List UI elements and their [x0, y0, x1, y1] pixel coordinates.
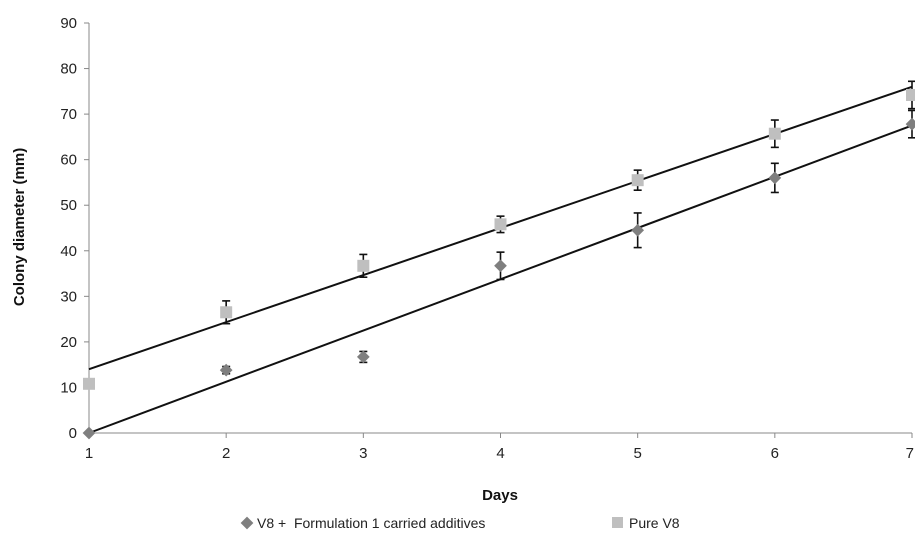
legend-marker-pure-v8: [612, 517, 623, 528]
legend-label-v8-formulation: V8 + Formulation 1 carried additives: [257, 515, 485, 531]
data-point-pure-v8: [357, 259, 370, 272]
x-tick-label: 1: [85, 445, 93, 462]
x-tick-label: 6: [771, 445, 779, 462]
x-tick-label: 4: [496, 445, 504, 462]
y-tick-label: 80: [60, 61, 77, 78]
data-point-pure-v8: [83, 377, 95, 390]
data-point-v8-formulation: [82, 426, 96, 440]
y-tick-label: 90: [60, 15, 77, 32]
axes: [84, 22, 913, 438]
y-tick-label: 70: [60, 106, 77, 123]
error-bars: [222, 80, 915, 375]
y-tick-label: 60: [60, 152, 77, 169]
data-point-v8-formulation: [219, 363, 233, 377]
legend: V8 + Formulation 1 carried additives Pur…: [240, 515, 680, 531]
y-axis-title: Colony diameter (mm): [11, 148, 28, 306]
data-point-pure-v8: [631, 174, 644, 187]
x-tick-label: 2: [222, 445, 230, 462]
x-tick-label: 7: [906, 445, 914, 462]
y-tick-label: 40: [60, 243, 77, 260]
y-tick-label: 20: [60, 334, 77, 351]
data-point-v8-formulation: [905, 117, 915, 131]
x-axis-title: Days: [482, 487, 518, 504]
data-point-pure-v8: [494, 218, 507, 231]
x-tick-label: 5: [633, 445, 641, 462]
y-tick-label: 0: [69, 425, 77, 442]
data-point-pure-v8: [768, 127, 781, 140]
legend-label-pure-v8: Pure V8: [629, 515, 680, 531]
tick-labels: 0 10 20 30 40 50 60 70 80 90 1 2 3 4 5 6 7: [60, 15, 914, 462]
legend-marker-v8-formulation: [240, 516, 254, 530]
x-tick-label: 3: [359, 445, 367, 462]
data-point-pure-v8: [906, 88, 915, 101]
data-point-v8-formulation: [494, 259, 507, 273]
y-tick-label: 10: [60, 379, 77, 396]
y-tick-label: 30: [60, 288, 77, 305]
data-markers: [82, 88, 915, 440]
y-tick-label: 50: [60, 197, 77, 214]
data-point-v8-formulation: [768, 171, 782, 185]
data-point-v8-formulation: [356, 350, 370, 364]
data-point-pure-v8: [220, 306, 233, 319]
